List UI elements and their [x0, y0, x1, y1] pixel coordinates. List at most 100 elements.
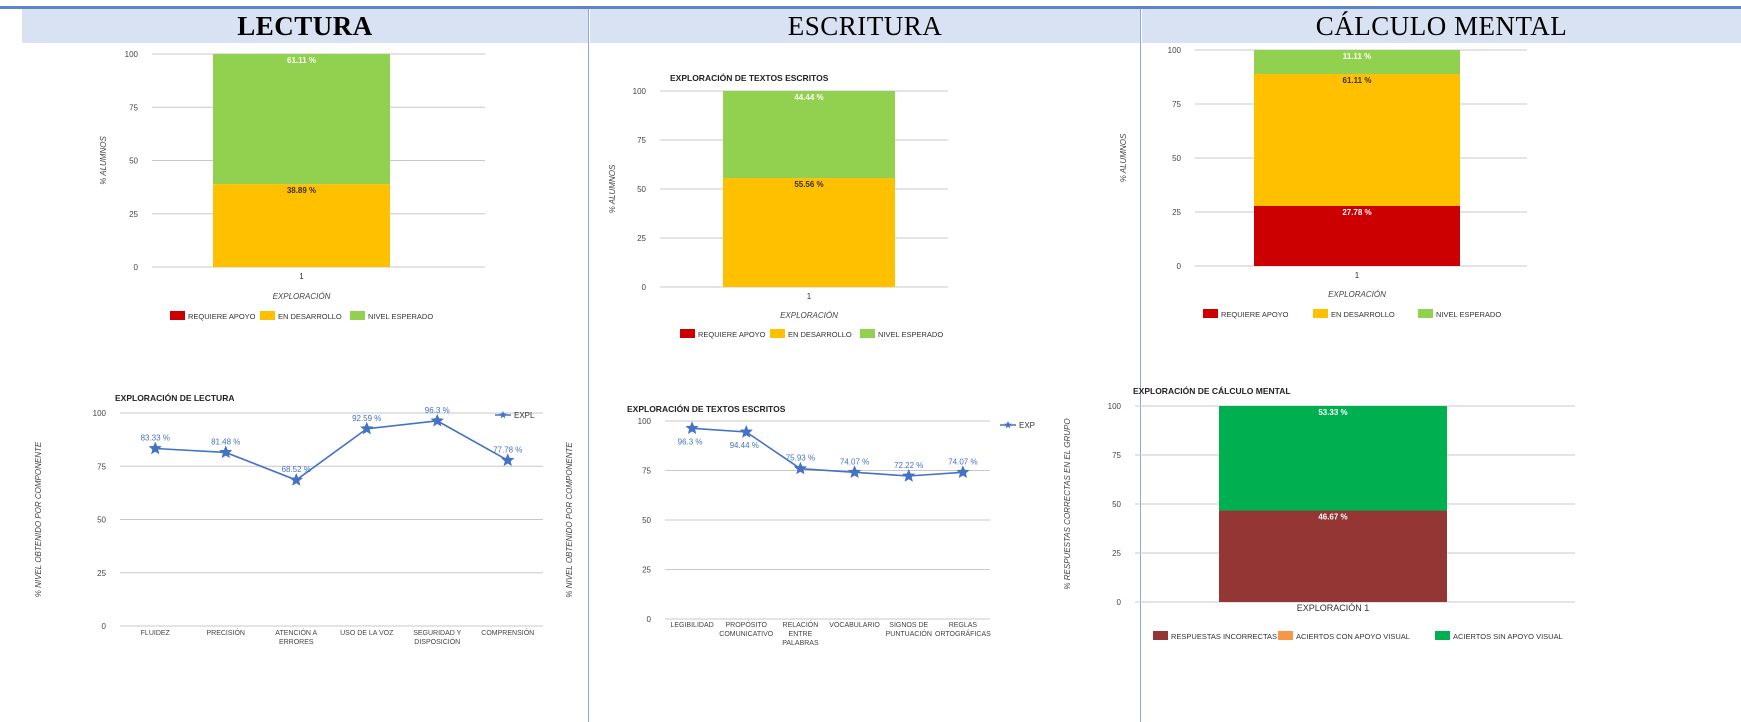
- bar-segment: [723, 91, 895, 179]
- legend-marker: [1004, 421, 1012, 429]
- y-tick-label: 100: [1168, 46, 1182, 55]
- chart-title: EXPLORACIÓN DE CÁLCULO MENTAL: [1133, 385, 1291, 396]
- series-line: [692, 427, 963, 477]
- bar-segment: [1254, 50, 1460, 74]
- y-tick-label: 75: [637, 136, 646, 145]
- legend-swatch: [260, 311, 275, 320]
- data-label: 38.89 %: [287, 186, 316, 195]
- legend-swatch: [1418, 309, 1433, 318]
- header-lectura: LECTURA: [22, 9, 588, 43]
- y-tick-label: 50: [1112, 500, 1121, 509]
- bar-segment: [1219, 406, 1447, 511]
- data-point: [902, 469, 916, 482]
- chart-calculo-niveles: 0 25 50 75 100 % ALUMNOS 27.78 % 61.11 % 11.11 %…: [1119, 46, 1527, 319]
- chart-title: EXPLORACIÓN DE TEXTOS ESCRITOS: [627, 403, 786, 414]
- legend-swatch: [1203, 309, 1218, 318]
- y-tick-label: 100: [633, 87, 647, 96]
- y-tick-label: 0: [642, 283, 647, 292]
- y-axis-label: % ALUMNOS: [1119, 133, 1128, 182]
- legend-label: NIVEL ESPERADO: [1436, 310, 1501, 319]
- y-tick-label: 0: [1177, 262, 1182, 271]
- y-tick-label: 75: [1172, 100, 1181, 109]
- legend-label: RESPUESTAS INCORRECTAS: [1171, 632, 1277, 641]
- top-border: [0, 6, 1741, 9]
- data-point: [501, 453, 515, 466]
- y-tick-label: 25: [1172, 208, 1181, 217]
- data-label: 75.93 %: [786, 454, 815, 463]
- legend-swatch: [680, 329, 695, 338]
- x-tick-label: PUNTUACIÓN: [886, 629, 932, 638]
- y-tick-label: 100: [1108, 402, 1122, 411]
- data-label: 61.11 %: [1343, 76, 1372, 85]
- x-tick-label: 1: [1355, 271, 1360, 280]
- y-tick-label: 0: [647, 615, 652, 624]
- bar-segment: [213, 184, 390, 267]
- y-tick-label: 75: [1112, 451, 1121, 460]
- x-tick-label: USO DE LA VOZ: [340, 630, 394, 637]
- x-tick-label: ATENCIÓN A: [275, 628, 317, 637]
- x-axis-label: EXPLORACIÓN: [780, 311, 838, 320]
- data-label: 94.44 %: [730, 441, 759, 450]
- data-point: [360, 421, 374, 435]
- data-label: 96.3 %: [425, 406, 450, 415]
- legend-swatch: [170, 311, 185, 320]
- y-axis-label: % RESPUESTAS CORRECTAS EN EL GRUPO: [1063, 418, 1072, 589]
- bar-segment: [723, 178, 895, 287]
- x-tick-label: COMUNICATIVO: [719, 631, 773, 638]
- data-label: 11.11 %: [1343, 52, 1371, 61]
- y-tick-label: 25: [97, 569, 106, 578]
- data-label: 46.67 %: [1318, 513, 1347, 522]
- chart-escritura-niveles: EXPLORACIÓN DE TEXTOS ESCRITOS 0 25 50 75 100…: [608, 72, 948, 339]
- legend-swatch: [860, 329, 875, 338]
- data-point: [793, 461, 808, 475]
- chart-lectura-componentes: EXPLORACIÓN DE LECTURA 0 25 50 75 100 % NIVEL …: [34, 392, 543, 646]
- y-tick-label: 0: [102, 622, 107, 631]
- data-point: [739, 425, 753, 438]
- x-tick-label: PROPÓSITO: [726, 620, 768, 629]
- header-escritura: ESCRITURA: [590, 9, 1140, 43]
- y-tick-label: 75: [97, 462, 106, 471]
- y-tick-label: 50: [97, 516, 106, 525]
- chart-escritura-componentes: EXPLORACIÓN DE TEXTOS ESCRITOS 0 25 50 75 100…: [565, 403, 1035, 647]
- x-tick-label: SIGNOS DE: [889, 622, 928, 629]
- column-divider-1: [588, 9, 589, 722]
- x-tick-label: COMPRENSIÓN: [481, 628, 534, 637]
- bar-segment: [1219, 510, 1447, 602]
- chart-title: EXPLORACIÓN DE TEXTOS ESCRITOS: [670, 72, 829, 83]
- header-lectura-text: LECTURA: [237, 10, 373, 41]
- x-tick-label: PRECISIÓN: [206, 628, 245, 637]
- data-label: 27.78 %: [1342, 208, 1371, 217]
- legend-label: EXPL: [514, 411, 535, 420]
- x-tick-label: SEGURIDAD Y: [413, 630, 461, 637]
- y-tick-label: 100: [638, 417, 652, 426]
- x-tick-label: LEGIBILIDAD: [670, 622, 713, 629]
- column-divider-2: [1140, 9, 1141, 722]
- x-axis-label: EXPLORACIÓN: [273, 292, 331, 301]
- y-tick-label: 100: [125, 50, 139, 59]
- x-tick-label: 1: [299, 272, 304, 281]
- y-tick-label: 75: [642, 467, 651, 476]
- x-tick-label: RELACIÓN: [783, 620, 819, 629]
- data-label: 68.52 %: [282, 465, 311, 474]
- x-tick-label: 1: [807, 292, 812, 301]
- bar-segment: [1254, 205, 1460, 266]
- data-point: [148, 441, 162, 455]
- y-tick-label: 100: [93, 409, 107, 418]
- y-tick-label: 50: [129, 157, 138, 166]
- data-label: 61.11 %: [287, 56, 316, 65]
- x-tick-label: VOCABULARIO: [829, 622, 880, 629]
- data-label: 72.22 %: [894, 461, 923, 470]
- data-point: [289, 473, 303, 486]
- header-calculo-text: CÁLCULO MENTAL: [1315, 10, 1568, 41]
- y-tick-label: 50: [642, 516, 651, 525]
- chart-title: EXPLORACIÓN DE LECTURA: [115, 392, 234, 403]
- x-tick-label: REGLAS: [949, 622, 978, 629]
- legend-label: EXP: [1019, 421, 1035, 430]
- legend-marker: [499, 411, 507, 419]
- legend-label: NIVEL ESPERADO: [368, 312, 433, 321]
- x-tick-label: ERRORES: [279, 639, 314, 646]
- series-line: [155, 420, 509, 481]
- data-label: 83.33 %: [141, 434, 170, 443]
- legend-label: EN DESARROLLO: [788, 330, 852, 339]
